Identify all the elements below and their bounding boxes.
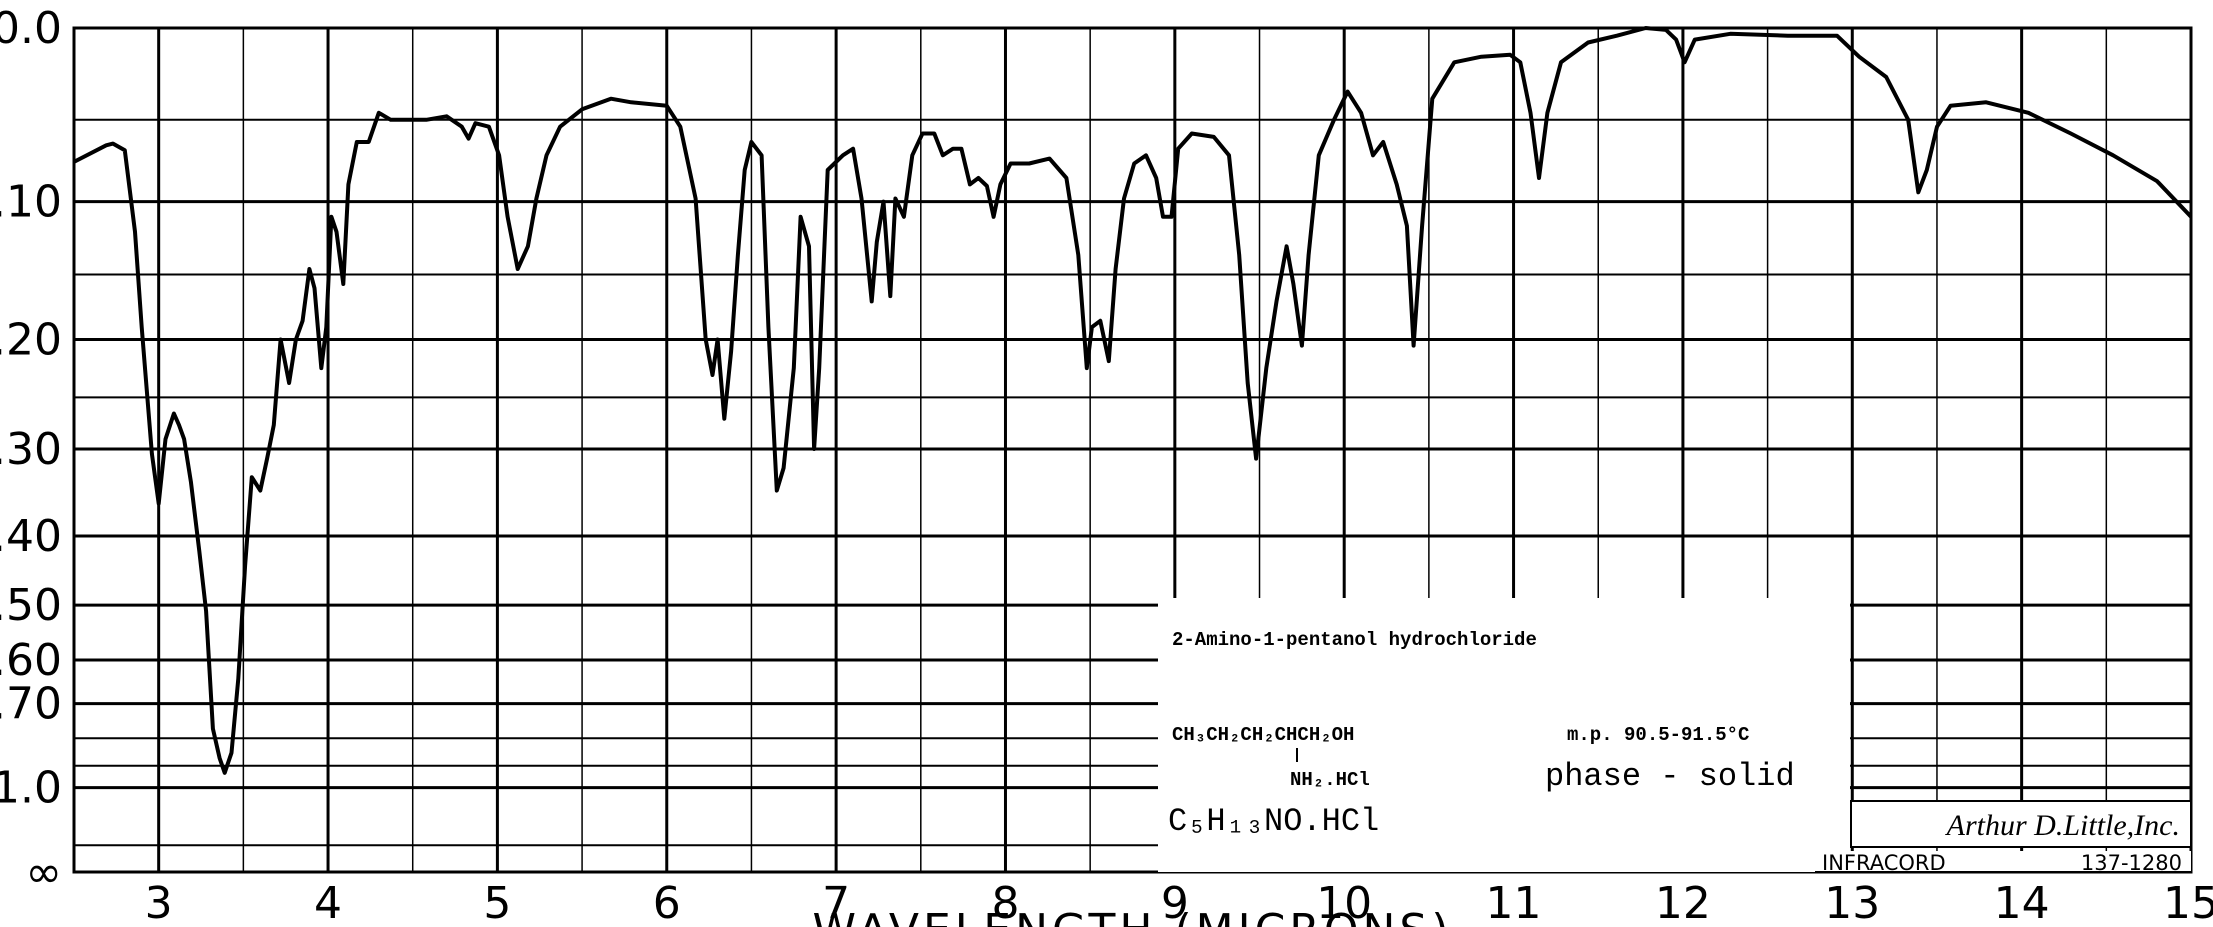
x-tick-label: 9 bbox=[1161, 878, 1189, 927]
labels: 0.0 .10 .20 .30 .40 .50.60.70 1.0 ∞ 3 4 5 6 7 8 9 10 11 1… bbox=[0, 3, 2213, 927]
melting-point: m.p. 90.5-91.5°C bbox=[1567, 724, 1749, 746]
x-tick-label: 7 bbox=[822, 878, 850, 927]
structure-branch: NH₂.HCl bbox=[1290, 769, 1370, 791]
x-tick-label: 11 bbox=[1486, 878, 1542, 927]
y-tick-label: .60 bbox=[0, 635, 62, 686]
compound-name: 2-Amino-1-pentanol hydrochloride bbox=[1172, 629, 1537, 651]
structure: CH₃CH₂CH₂CHCH₂OH bbox=[1172, 724, 1354, 746]
y-tick-label: .50 bbox=[0, 580, 62, 631]
x-tick-label: 14 bbox=[1994, 878, 2050, 927]
company: Arthur D.Little,Inc. bbox=[1945, 809, 2180, 842]
formula: C₅H₁₃NO.HCl bbox=[1168, 803, 1379, 840]
x-tick-label: 5 bbox=[483, 878, 511, 927]
x-tick-label: 8 bbox=[991, 878, 1019, 927]
instrument-strip bbox=[1815, 851, 2191, 872]
y-tick-label: 1.0 bbox=[0, 763, 62, 814]
y-tick-label: .20 bbox=[0, 314, 62, 365]
spectrum-line bbox=[73, 26, 2193, 775]
label-panel bbox=[1158, 598, 1850, 872]
y-tick-label: ∞ bbox=[25, 847, 62, 898]
company-box bbox=[1850, 800, 2192, 848]
x-tick-label: 3 bbox=[145, 878, 173, 927]
label-box: 2-Amino-1-pentanol hydrochloride CH₃CH₂C… bbox=[1158, 598, 2192, 875]
x-tick-label: 15 bbox=[2163, 878, 2213, 927]
y-tick-label: 0.0 bbox=[0, 3, 62, 54]
phase: phase - solid bbox=[1545, 758, 1795, 795]
plot-frame bbox=[72, 26, 2193, 874]
plot bbox=[73, 26, 2193, 775]
x-tick-label: 12 bbox=[1655, 878, 1711, 927]
x-tick-label: 13 bbox=[1824, 878, 1880, 927]
y-tick-label: .70 bbox=[0, 679, 62, 730]
y-tick-label: .10 bbox=[0, 177, 62, 228]
x-tick-label: 10 bbox=[1316, 878, 1372, 927]
y-tick-label: .30 bbox=[0, 424, 62, 475]
x-tick-label: 6 bbox=[653, 878, 681, 927]
y-tick-label: .40 bbox=[0, 511, 62, 562]
x-tick-label: 4 bbox=[314, 878, 342, 927]
x-axis-title: WAVELENGTH (MICRONS) bbox=[812, 905, 1452, 927]
